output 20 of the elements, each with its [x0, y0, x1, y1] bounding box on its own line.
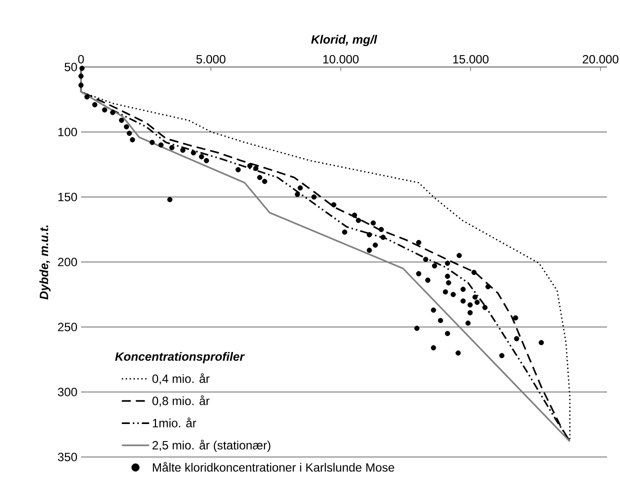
x-tick-label: 15.000 — [453, 54, 489, 64]
y-tick-label: 150 — [58, 192, 78, 202]
x-tick-label: 0 — [78, 54, 84, 64]
x-tick-label: 20.000 — [582, 54, 618, 64]
x-axis-title: Klorid, mg/l — [311, 34, 378, 46]
y-axis-title: Dybde, m.u.t. — [39, 225, 51, 300]
y-tick-label: 350 — [58, 452, 78, 462]
legend-label: 1mio. år — [152, 418, 196, 428]
legend-label: 0,8 mio. år — [152, 395, 210, 407]
y-tick-label: 100 — [58, 128, 78, 136]
legend-label: 0,4 mio. år — [152, 373, 210, 384]
y-tick-label: 50 — [64, 62, 78, 72]
legend-label: Målte kloridkoncentrationer i Karlslunde Mose — [152, 462, 394, 472]
x-tick-label: 10.000 — [323, 54, 359, 64]
y-tick-label: 250 — [58, 322, 78, 332]
x-tick-label: 5.000 — [196, 54, 226, 64]
legend-label: 2,5 mio. år (stationær) — [152, 440, 270, 452]
legend-title: Koncentrationsprofiler — [115, 352, 245, 364]
y-tick-label: 300 — [58, 388, 78, 396]
y-tick-label: 200 — [58, 258, 78, 266]
